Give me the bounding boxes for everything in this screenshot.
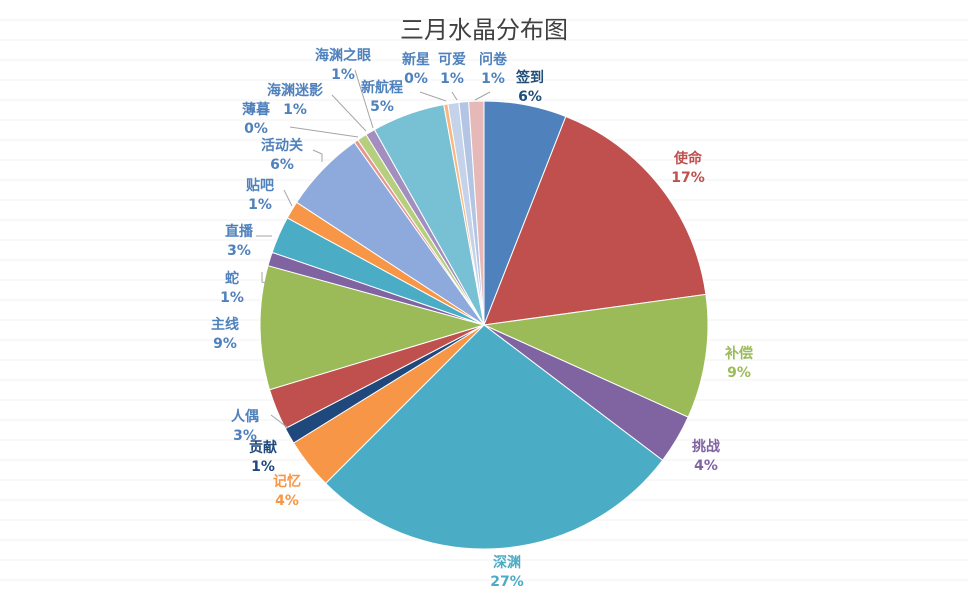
- slice-label-name: 薄暮: [242, 101, 271, 118]
- slice-label-name: 使命: [673, 150, 703, 167]
- slice-label: 新星 0%: [402, 51, 430, 87]
- slice-label-name: 签到: [515, 69, 544, 86]
- leader-line: [331, 94, 367, 132]
- leader-line: [270, 414, 289, 429]
- pie-slice: [468, 100, 485, 326]
- slice-label-name: 人偶: [231, 408, 259, 425]
- slice-label: 人偶 3%: [231, 408, 259, 444]
- leader-line: [312, 149, 323, 162]
- slice-label-name: 贴吧: [246, 177, 274, 194]
- slice-label-percent: 9%: [213, 336, 237, 352]
- pie-slice: [483, 115, 707, 326]
- slice-label: 记忆 4%: [273, 473, 301, 509]
- slice-label: 直播 3%: [225, 223, 254, 259]
- slice-label-name: 可爱: [438, 52, 466, 68]
- slice-label: 补偿 9%: [724, 345, 753, 381]
- slice-label: 贡献 1%: [249, 439, 277, 475]
- slice-label-name: 问卷: [479, 51, 508, 68]
- slice-label-percent: 4%: [694, 458, 718, 474]
- slice-label-percent: 27%: [490, 574, 524, 590]
- slice-label-percent: 17%: [671, 170, 705, 186]
- pie-slice: [324, 324, 664, 550]
- leader-line: [354, 69, 374, 129]
- leader-line: [289, 126, 359, 138]
- slice-label-percent: 3%: [227, 243, 251, 259]
- pie-slice: [482, 293, 709, 418]
- leader-line: [474, 91, 491, 101]
- slice-label-percent: 0%: [404, 71, 428, 87]
- slice-label-name: 新星: [402, 51, 430, 68]
- slice-label-percent: 1%: [440, 71, 464, 87]
- slice-label: 主线 9%: [211, 316, 239, 352]
- slice-label-name: 贡献: [249, 439, 277, 456]
- leader-lines: [256, 69, 491, 429]
- slice-label-percent: 5%: [370, 99, 394, 115]
- slice-label: 挑战 4%: [692, 438, 720, 474]
- slice-label: 可爱 1%: [438, 52, 466, 87]
- slice-label: 使命 17%: [671, 150, 705, 186]
- slice-label-percent: 1%: [248, 197, 272, 213]
- slice-label-name: 活动关: [261, 137, 303, 154]
- slice-label-name: 海渊迷影: [267, 82, 323, 99]
- pie-slices: [259, 100, 709, 550]
- slice-label: 海渊迷影 1%: [267, 82, 323, 118]
- leader-line: [419, 91, 447, 102]
- slice-label-percent: 6%: [518, 89, 542, 105]
- slice-label: 签到 6%: [515, 69, 544, 105]
- slice-label-name: 新航程: [361, 79, 403, 96]
- slice-label-percent: 6%: [270, 157, 294, 173]
- leader-line: [451, 91, 458, 101]
- slice-label: 活动关 6%: [261, 137, 303, 173]
- slice-label-name: 深渊: [493, 554, 521, 571]
- slice-label-percent: 9%: [727, 365, 751, 381]
- slice-label-percent: 1%: [481, 71, 505, 87]
- slice-label: 蛇 1%: [220, 270, 244, 306]
- leader-line: [261, 272, 267, 284]
- chart-title: 三月水晶分布图: [400, 16, 568, 44]
- slice-label: 贴吧 1%: [246, 177, 274, 213]
- slice-label-name: 蛇: [225, 270, 239, 287]
- slice-label: 新航程 5%: [361, 79, 403, 115]
- slice-label-name: 主线: [211, 316, 239, 333]
- leader-line: [283, 189, 293, 207]
- slice-label-percent: 1%: [251, 459, 275, 475]
- slice-label-percent: 4%: [275, 493, 299, 509]
- slice-label-percent: 1%: [331, 67, 355, 83]
- slice-label-percent: 1%: [220, 290, 244, 306]
- slice-label: 海渊之眼 1%: [315, 47, 371, 83]
- slice-label-name: 补偿: [724, 345, 753, 362]
- slice-label: 深渊 27%: [490, 554, 524, 590]
- slice-label-name: 挑战: [692, 438, 720, 455]
- slice-label: 问卷 1%: [479, 51, 508, 87]
- slice-label-name: 记忆: [273, 473, 301, 490]
- slice-labels: 签到 6% 使命 17% 补偿 9% 挑战 4% 深渊 27% 记忆 4% 贡献 1% 人偶 3% 主线 9% 蛇 1…: [211, 47, 753, 590]
- slice-label-name: 直播: [225, 223, 254, 240]
- slice-label-percent: 1%: [283, 102, 307, 118]
- slice-label-percent: 3%: [233, 428, 257, 444]
- pie-slice: [259, 265, 486, 391]
- slice-label-name: 海渊之眼: [315, 47, 371, 64]
- slice-label: 薄暮 0%: [242, 101, 271, 137]
- slice-label-percent: 0%: [244, 121, 268, 137]
